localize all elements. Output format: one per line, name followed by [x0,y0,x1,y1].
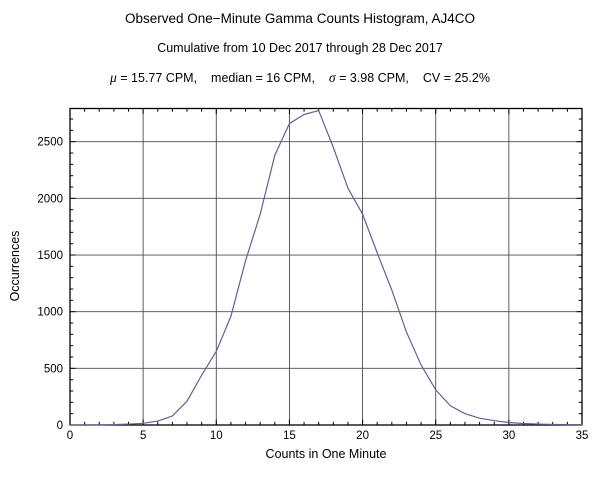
y-tick-label: 1000 [37,307,63,319]
stats-segment: σ = 3.98 CPM, [328,70,409,85]
plot-frame [69,107,583,426]
chart-stats-line: μ = 15.77 CPM, median = 16 CPM, σ = 3.98 C… [0,70,600,86]
greek-symbol: σ [328,70,336,85]
x-tick-label: 0 [67,430,73,442]
x-tick-label: 35 [576,430,589,442]
x-tick-label: 30 [502,430,515,442]
x-tick-label: 20 [356,430,369,442]
stats-segment: CV = 25.2% [422,71,490,85]
y-tick-label: 2000 [37,193,63,205]
stats-segment: median = 16 CPM, [211,71,315,85]
y-axis-label: Occurrences [8,230,22,302]
chart-title: Observed One−Minute Gamma Counts Histogr… [124,11,476,26]
x-tick-label: 10 [210,430,223,442]
y-tick-label: 1500 [37,250,63,262]
x-tick-label: 25 [429,430,442,442]
x-tick-label: 15 [283,430,296,442]
x-tick-label: 5 [140,430,146,442]
histogram-curve [69,109,583,426]
greek-symbol: μ [110,70,117,85]
y-tick-label: 2500 [37,137,63,149]
y-tick-label: 0 [57,420,63,432]
x-axis-label: Counts in One Minute [265,447,387,461]
y-tick-label: 500 [44,363,63,375]
stats-segment: μ = 15.77 CPM, [110,70,198,85]
chart-subtitle: Cumulative from 10 Dec 2017 through 28 D… [157,41,443,55]
